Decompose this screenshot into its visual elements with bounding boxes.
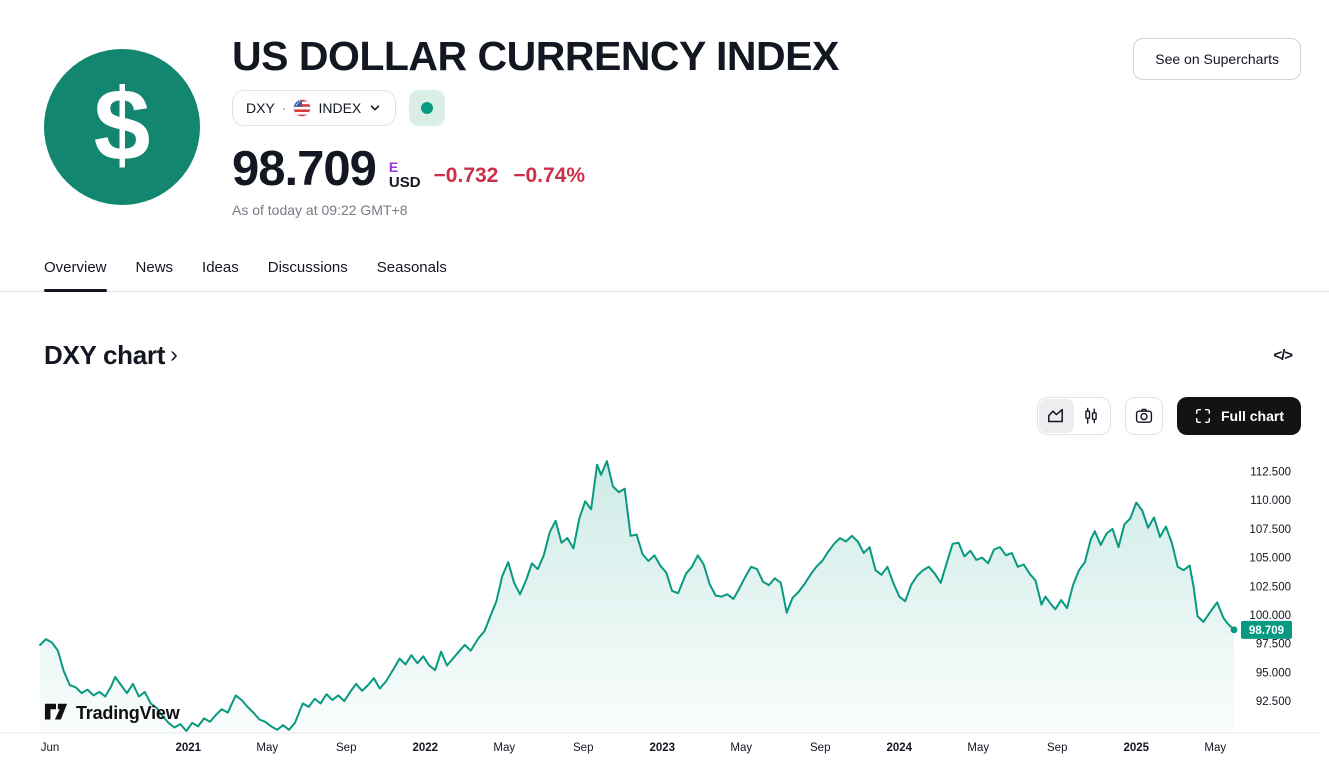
x-tick-label: May: [730, 742, 752, 754]
y-tick-label: 110.000: [1250, 495, 1291, 507]
x-tick-label: Sep: [1047, 742, 1067, 754]
last-price-dot: [1230, 626, 1238, 634]
candlestick-icon: [1085, 407, 1098, 424]
symbol-switcher[interactable]: DXY ·: [232, 90, 397, 126]
page-title: US DOLLAR CURRENCY INDEX: [232, 33, 839, 79]
change-percent: −0.74%: [513, 164, 586, 187]
chart-type-switcher: [1036, 397, 1111, 435]
x-tick-label: Sep: [573, 742, 593, 754]
tab-discussions[interactable]: Discussions: [267, 259, 348, 276]
separator-dot: ·: [281, 100, 287, 116]
eod-flag: E: [388, 159, 399, 175]
x-tick-label: May: [967, 742, 989, 754]
x-tick-label: Sep: [336, 742, 356, 754]
x-tick-label: May: [256, 742, 278, 754]
y-tick-label: 105.000: [1249, 553, 1291, 565]
chevron-right-icon: ›: [170, 341, 178, 367]
y-tick-label: 92.500: [1256, 696, 1291, 708]
price-chart[interactable]: 112.500 110.000 107.500 105.000 102.500 100.0…: [0, 440, 1329, 776]
camera-icon: [1135, 408, 1153, 423]
embed-code-icon[interactable]: </>: [1273, 347, 1293, 364]
symbol-ticker: DXY: [246, 100, 275, 116]
change-absolute: −0.732: [433, 164, 499, 187]
price-label-badge: 98.709: [1241, 620, 1292, 639]
tradingview-watermark[interactable]: TradingView: [44, 701, 180, 725]
chart-line: [39, 460, 1235, 732]
candles-chart-type-button[interactable]: [1074, 399, 1109, 433]
area-chart-icon: [1048, 408, 1064, 423]
dollar-sign-icon: $: [93, 68, 151, 182]
chart-section-title[interactable]: DXY chart ›: [44, 340, 178, 371]
x-tick-label: 2024: [886, 742, 912, 754]
price-currency: USD: [388, 174, 421, 191]
tradingview-logo-icon: [44, 703, 68, 720]
y-tick-label: 102.500: [1249, 581, 1291, 593]
tradingview-watermark-text: TradingView: [76, 702, 180, 723]
market-open-dot-icon: [421, 102, 434, 114]
see-on-supercharts-button[interactable]: See on Supercharts: [1133, 38, 1301, 80]
chart-section-title-text: DXY chart: [44, 340, 166, 370]
x-tick-label: 2023: [649, 742, 675, 754]
x-tick-label: Jun: [41, 742, 60, 754]
symbol-header: $ US DOLLAR CURRENCY INDEX DXY ·: [0, 0, 1329, 218]
y-tick-label: 100.000: [1249, 610, 1291, 622]
chart-section-head: DXY chart › </>: [0, 340, 1329, 371]
y-tick-label: 107.500: [1249, 524, 1291, 536]
price-flags: E USD: [389, 160, 421, 193]
symbol-exchange: INDEX: [318, 100, 362, 116]
x-axis-labels: Jun 2021 May Sep 2022 May Sep 2023 May Sep 2024 May…: [41, 742, 1227, 754]
x-tick-label: May: [1204, 742, 1226, 754]
tab-news[interactable]: News: [135, 259, 174, 276]
market-status-chip[interactable]: [409, 90, 446, 126]
area-chart-type-button[interactable]: [1038, 399, 1074, 433]
tab-seasonals[interactable]: Seasonals: [376, 259, 447, 276]
symbol-row: DXY ·: [232, 90, 1101, 126]
header-main: US DOLLAR CURRENCY INDEX DXY ·: [232, 36, 1101, 218]
page-tabs: Overview News Ideas Discussions Seasonal…: [0, 254, 1329, 292]
x-tick-label: Sep: [810, 742, 830, 754]
full-chart-label: Full chart: [1220, 408, 1284, 424]
y-axis-labels: 112.500 110.000 107.500 105.000 102.500 100.0…: [1249, 466, 1291, 708]
price-change: −0.732 −0.74%: [434, 164, 585, 193]
x-tick-label: 2025: [1123, 742, 1149, 754]
y-tick-label: 97.500: [1256, 639, 1291, 651]
chart-toolbar: Full chart: [0, 397, 1329, 435]
symbol-logo: $: [44, 49, 200, 205]
y-tick-label: 95.000: [1256, 667, 1291, 679]
snapshot-button[interactable]: [1124, 397, 1163, 435]
y-tick-label: 112.500: [1250, 466, 1291, 478]
as-of-timestamp: As of today at 09:22 GMT+8: [232, 202, 408, 218]
full-chart-button[interactable]: Full chart: [1176, 397, 1301, 435]
x-tick-label: 2022: [412, 742, 438, 754]
tab-ideas[interactable]: Ideas: [202, 259, 239, 276]
price-row: 98.709 E USD −0.732 −0.74%: [232, 142, 1101, 196]
x-tick-label: 2021: [175, 742, 201, 754]
last-price: 98.709: [232, 142, 377, 196]
x-tick-label: May: [493, 742, 515, 754]
svg-text:98.709: 98.709: [1249, 625, 1284, 637]
chevron-down-icon: [371, 105, 380, 111]
chart-area: 112.500 110.000 107.500 105.000 102.500 100.0…: [0, 440, 1329, 776]
tab-overview[interactable]: Overview: [44, 254, 107, 292]
chart-area-fill: [40, 461, 1235, 733]
us-flag-icon: [293, 99, 312, 117]
fullscreen-brackets-icon: [1195, 408, 1211, 424]
